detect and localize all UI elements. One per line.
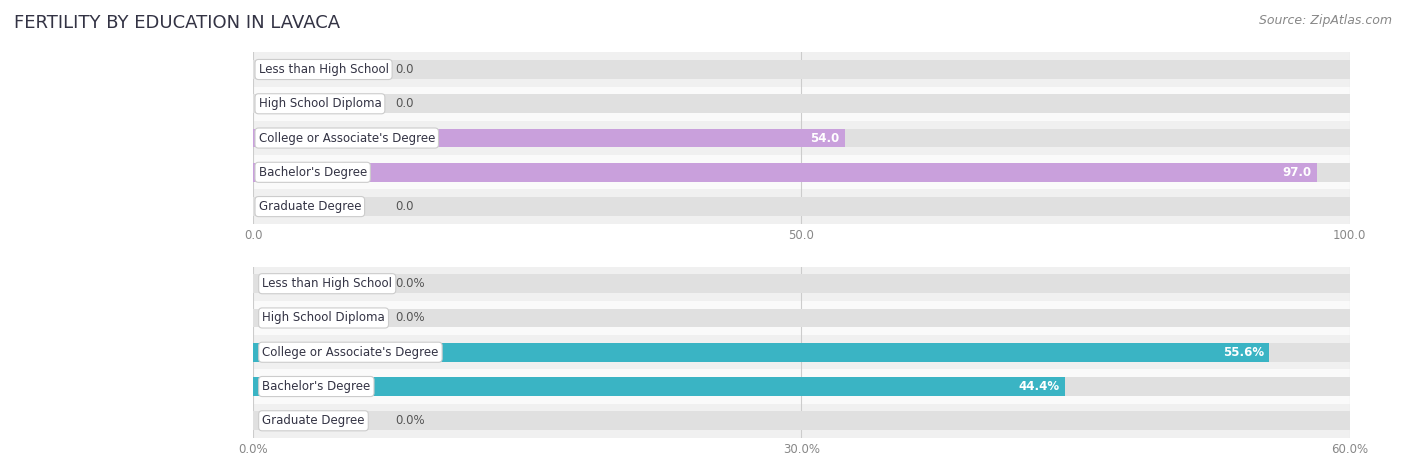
Bar bbox=[253, 274, 1350, 293]
Text: FERTILITY BY EDUCATION IN LAVACA: FERTILITY BY EDUCATION IN LAVACA bbox=[14, 14, 340, 32]
Bar bbox=[253, 369, 1350, 404]
Text: Bachelor's Degree: Bachelor's Degree bbox=[259, 166, 367, 179]
Bar bbox=[253, 163, 1350, 182]
Bar bbox=[253, 377, 1064, 396]
Text: 0.0: 0.0 bbox=[395, 97, 415, 110]
Text: 0.0: 0.0 bbox=[395, 200, 415, 213]
Text: Less than High School: Less than High School bbox=[259, 63, 388, 76]
Bar bbox=[253, 343, 1270, 362]
Bar bbox=[253, 121, 1350, 155]
Bar bbox=[253, 129, 845, 148]
Bar bbox=[253, 155, 1350, 189]
Text: High School Diploma: High School Diploma bbox=[259, 97, 381, 110]
Bar bbox=[253, 377, 1350, 396]
Bar bbox=[253, 129, 1350, 148]
Text: 54.0: 54.0 bbox=[810, 131, 839, 145]
Text: Source: ZipAtlas.com: Source: ZipAtlas.com bbox=[1258, 14, 1392, 27]
Text: 55.6%: 55.6% bbox=[1223, 346, 1264, 359]
Text: 0.0%: 0.0% bbox=[395, 311, 425, 325]
Text: Bachelor's Degree: Bachelor's Degree bbox=[262, 380, 370, 393]
Bar bbox=[253, 94, 1350, 113]
Bar bbox=[253, 301, 1350, 335]
Bar bbox=[253, 197, 1350, 216]
Bar bbox=[253, 335, 1350, 369]
Bar bbox=[253, 308, 1350, 327]
Text: 0.0%: 0.0% bbox=[395, 414, 425, 427]
Bar bbox=[253, 404, 1350, 438]
Bar bbox=[253, 267, 1350, 301]
Bar bbox=[253, 411, 1350, 430]
Bar bbox=[253, 163, 1317, 182]
Text: Less than High School: Less than High School bbox=[262, 277, 392, 290]
Bar bbox=[253, 52, 1350, 87]
Bar bbox=[253, 189, 1350, 224]
Text: High School Diploma: High School Diploma bbox=[262, 311, 385, 325]
Text: 97.0: 97.0 bbox=[1282, 166, 1312, 179]
Bar bbox=[253, 343, 1350, 362]
Bar bbox=[253, 87, 1350, 121]
Text: Graduate Degree: Graduate Degree bbox=[262, 414, 364, 427]
Bar bbox=[253, 60, 1350, 79]
Text: 0.0%: 0.0% bbox=[395, 277, 425, 290]
Text: Graduate Degree: Graduate Degree bbox=[259, 200, 361, 213]
Text: 44.4%: 44.4% bbox=[1018, 380, 1059, 393]
Text: College or Associate's Degree: College or Associate's Degree bbox=[262, 346, 439, 359]
Text: 0.0: 0.0 bbox=[395, 63, 415, 76]
Text: College or Associate's Degree: College or Associate's Degree bbox=[259, 131, 434, 145]
